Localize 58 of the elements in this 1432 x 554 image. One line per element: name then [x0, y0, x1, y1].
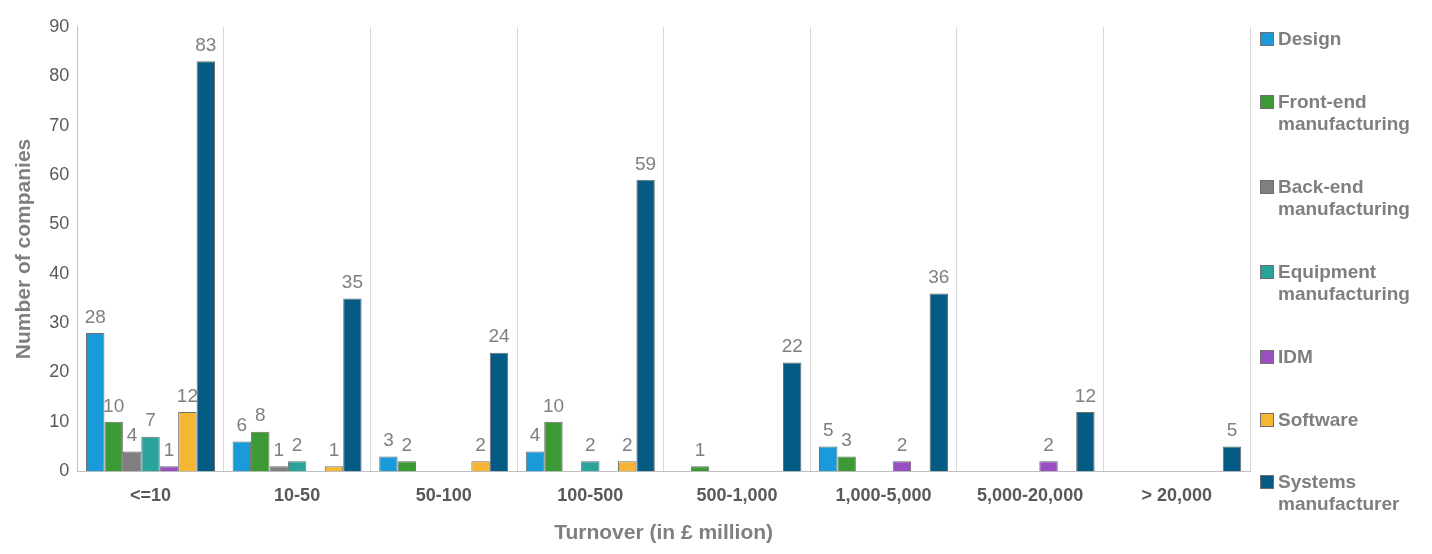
- data-label: 10: [542, 394, 565, 416]
- data-label: 5: [822, 419, 834, 441]
- data-label: 3: [841, 429, 852, 451]
- data-label: 5: [1226, 419, 1238, 441]
- x-tick-label: 10-50: [274, 484, 321, 505]
- data-label: 2: [1043, 434, 1054, 456]
- legend-label: IDM: [1278, 345, 1313, 368]
- legend-label: Systems manufacturer: [1278, 471, 1401, 516]
- data-label: 83: [195, 34, 217, 56]
- data-label: 2: [401, 434, 413, 456]
- y-tick-label: 80: [49, 65, 70, 86]
- data-label: 8: [254, 404, 266, 426]
- data-label: 10: [103, 394, 125, 416]
- legend-label: Software: [1278, 408, 1359, 431]
- y-tick-label: 60: [49, 163, 70, 184]
- legend-label: Design: [1278, 28, 1342, 51]
- y-tick-label: 70: [49, 114, 70, 135]
- data-label: 4: [126, 424, 138, 446]
- y-tick-label: 0: [59, 460, 70, 481]
- data-label: 2: [475, 434, 486, 456]
- x-tick-label: 100-500: [557, 484, 624, 505]
- y-tick-label: 50: [49, 213, 70, 234]
- data-label: 1: [273, 439, 284, 460]
- x-tick-label: 50-100: [415, 484, 472, 505]
- data-label: 2: [291, 434, 303, 456]
- data-label: 7: [145, 409, 156, 431]
- y-tick-label: 20: [49, 361, 70, 382]
- data-label: 35: [341, 271, 363, 293]
- x-tick-label: 500-1,000: [696, 484, 778, 505]
- data-label: 24: [488, 325, 510, 347]
- legend-label: Back-end manufacturing: [1278, 176, 1411, 221]
- x-tick-label: 1,000-5,000: [835, 484, 932, 505]
- data-label: 4: [529, 424, 541, 446]
- x-tick-label: > 20,000: [1141, 484, 1212, 505]
- x-tick-label: 5,000-20,000: [977, 484, 1084, 505]
- y-tick-label: 90: [49, 15, 70, 36]
- x-tick-label: <=10: [130, 484, 172, 505]
- data-label: 36: [928, 266, 950, 288]
- data-label: 22: [781, 335, 803, 357]
- data-label: 3: [383, 429, 394, 451]
- data-label: 59: [635, 152, 657, 174]
- legend-label: Equipment manufacturing: [1278, 260, 1411, 305]
- y-tick-label: 30: [49, 312, 70, 333]
- y-tick-label: 10: [49, 410, 70, 431]
- data-label: 2: [621, 434, 633, 456]
- data-label: 28: [84, 305, 106, 327]
- data-label: 2: [896, 434, 908, 456]
- legend-label: Front-end manufacturing: [1278, 91, 1411, 136]
- x-axis-title: Turnover (in £ million): [554, 520, 774, 544]
- data-label: 1: [163, 439, 175, 460]
- data-label: 2: [585, 434, 596, 456]
- data-label: 6: [236, 414, 248, 436]
- y-tick-label: 40: [49, 262, 70, 283]
- data-label: 1: [694, 439, 706, 460]
- data-label: 12: [1074, 384, 1096, 406]
- y-axis-title: Number of companies: [11, 138, 35, 360]
- data-label: 1: [328, 439, 340, 460]
- data-label: 12: [176, 384, 198, 406]
